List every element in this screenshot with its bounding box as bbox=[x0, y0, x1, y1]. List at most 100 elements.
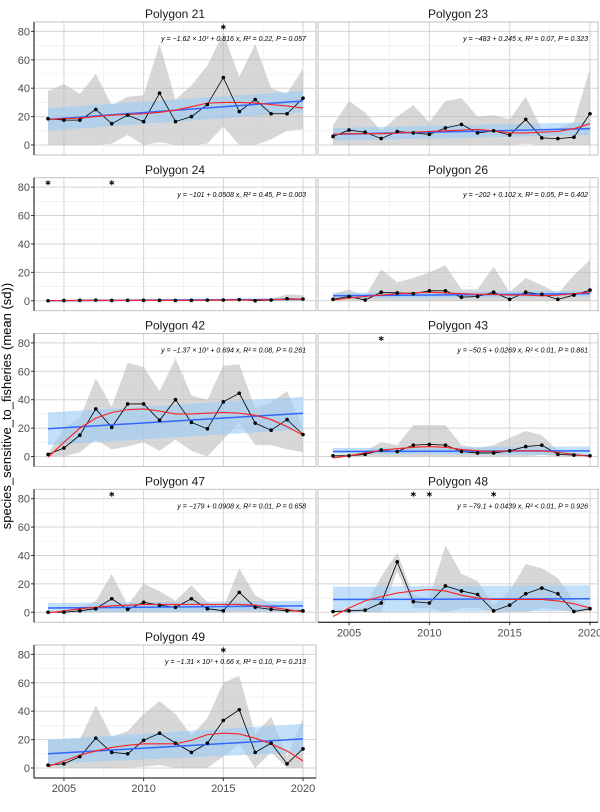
data-point bbox=[475, 131, 480, 135]
data-point bbox=[78, 118, 82, 122]
panel-title: Polygon 43 bbox=[428, 319, 488, 333]
data-point bbox=[78, 609, 82, 613]
data-point bbox=[46, 116, 50, 121]
data-point bbox=[540, 292, 544, 297]
y-tick-label: 0 bbox=[24, 140, 30, 152]
regression-equation: y = −101 + 0.0508 x, R² = 0.45, P = 0.00… bbox=[176, 192, 306, 199]
data-point bbox=[427, 132, 432, 137]
y-tick-label: 20 bbox=[18, 735, 30, 747]
data-point bbox=[523, 117, 528, 122]
star-stroke bbox=[45, 181, 51, 185]
y-tick-label: 60 bbox=[18, 55, 30, 67]
x-tick-label: 2020 bbox=[578, 627, 600, 639]
panel-polygon-49: Polygon 49 y = −1.31 × 10³ + 0.66 x, R² =… bbox=[18, 630, 317, 795]
data-point bbox=[379, 136, 383, 141]
data-point bbox=[94, 107, 98, 112]
data-point bbox=[427, 601, 432, 605]
panel-polygon-47: Polygon 47 y = −179 + 0.0908 x, R² = 0.01… bbox=[18, 474, 317, 623]
data-point bbox=[331, 297, 335, 302]
data-point bbox=[363, 608, 367, 612]
data-point bbox=[253, 298, 257, 303]
regression-equation: y = −1.62 × 10³ + 0.816 x, R² = 0.22, P … bbox=[160, 36, 307, 43]
data-point bbox=[588, 288, 592, 292]
data-point bbox=[507, 449, 512, 453]
data-point bbox=[141, 402, 146, 406]
data-point bbox=[141, 738, 146, 743]
data-point bbox=[125, 752, 130, 756]
data-point bbox=[347, 453, 351, 458]
star-stroke bbox=[220, 648, 226, 652]
y-tick-label: 40 bbox=[18, 83, 30, 95]
data-point bbox=[491, 451, 496, 455]
y-tick-label: 40 bbox=[18, 239, 30, 251]
x-tick-label: 2015 bbox=[211, 783, 235, 795]
data-point bbox=[588, 111, 592, 116]
data-point bbox=[347, 128, 351, 132]
significance-star bbox=[378, 335, 384, 342]
data-point bbox=[363, 130, 367, 135]
regression-equation: y = −1.37 × 10³ + 0.694 x, R² = 0.08, P … bbox=[160, 348, 306, 355]
data-point bbox=[205, 606, 210, 611]
panel-border bbox=[317, 21, 599, 156]
data-point bbox=[301, 609, 305, 613]
data-point bbox=[588, 606, 592, 611]
data-point bbox=[301, 747, 305, 751]
regression-equation: y = −483 + 0.245 x, R² = 0.07, P = 0.323 bbox=[462, 36, 588, 43]
data-point bbox=[173, 119, 178, 124]
data-point bbox=[109, 596, 114, 601]
regression-equation: y = −1.31 × 10³ + 0.66 x, R² = 0.10, P =… bbox=[164, 659, 306, 666]
data-point bbox=[157, 603, 162, 607]
data-point bbox=[395, 129, 400, 134]
data-point bbox=[507, 133, 512, 137]
lm-fit-line bbox=[47, 738, 304, 755]
x-tick-label: 2015 bbox=[497, 627, 521, 639]
panel-polygon-48: Polygon 48 y = −79.1 + 0.0439 x, R² < 0.0… bbox=[317, 474, 600, 639]
data-point bbox=[125, 113, 130, 117]
data-point bbox=[173, 298, 178, 303]
data-point bbox=[237, 297, 242, 302]
data-point bbox=[588, 453, 592, 458]
data-point bbox=[331, 453, 335, 458]
data-point bbox=[572, 135, 576, 139]
panel-title: Polygon 49 bbox=[145, 630, 205, 644]
data-point bbox=[109, 121, 114, 126]
sd-band bbox=[48, 568, 303, 613]
data-point bbox=[411, 131, 416, 135]
y-tick-label: 60 bbox=[18, 366, 30, 378]
star-stroke bbox=[109, 492, 115, 496]
data-point bbox=[269, 741, 273, 745]
data-point bbox=[363, 298, 367, 302]
star-stroke bbox=[109, 181, 115, 185]
data-point bbox=[125, 607, 130, 612]
data-point bbox=[173, 397, 178, 402]
data-point bbox=[395, 560, 400, 564]
star-stroke bbox=[410, 492, 416, 496]
y-tick-label: 40 bbox=[18, 395, 30, 407]
data-point bbox=[443, 289, 448, 293]
data-point bbox=[459, 122, 464, 127]
y-tick-label: 40 bbox=[18, 706, 30, 718]
y-tick-label: 60 bbox=[18, 522, 30, 534]
panel-title: Polygon 47 bbox=[145, 474, 205, 488]
regression-equation: y = −202 + 0.102 x, R² = 0.05, P = 0.402 bbox=[462, 192, 588, 199]
data-point bbox=[141, 600, 146, 605]
data-point bbox=[411, 443, 416, 447]
panel-title: Polygon 21 bbox=[145, 7, 205, 21]
data-point bbox=[459, 449, 464, 454]
loess-line bbox=[47, 408, 304, 458]
data-point bbox=[331, 609, 335, 614]
panel-title: Polygon 23 bbox=[428, 7, 488, 21]
y-tick-label: 20 bbox=[18, 579, 30, 591]
data-point bbox=[109, 298, 114, 303]
data-point bbox=[237, 707, 242, 712]
panel-polygon-23: Polygon 23 y = −483 + 0.245 x, R² = 0.07,… bbox=[317, 7, 599, 156]
data-point bbox=[237, 590, 242, 595]
data-point bbox=[173, 741, 178, 745]
loess-line bbox=[47, 603, 304, 614]
data-point bbox=[507, 603, 512, 607]
data-point bbox=[491, 129, 496, 133]
y-tick-label: 20 bbox=[18, 423, 30, 435]
panel-title: Polygon 48 bbox=[428, 474, 488, 488]
significance-star bbox=[109, 491, 115, 497]
